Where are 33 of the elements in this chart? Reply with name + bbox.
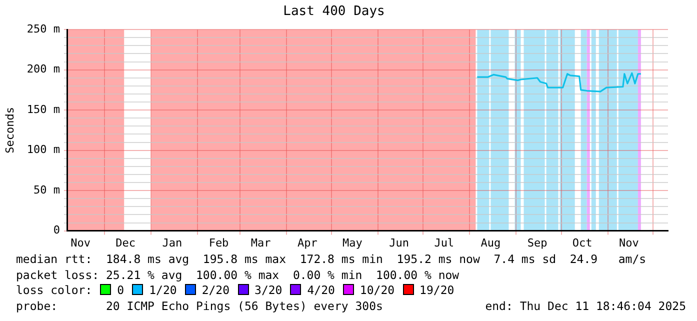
- x-tick-label: Mar: [250, 236, 272, 250]
- x-tick-label: Apr: [297, 236, 318, 250]
- x-tick-label: May: [342, 236, 363, 250]
- x-tick-label: Jun: [389, 236, 409, 250]
- x-tick-label: Feb: [208, 236, 229, 250]
- legend-label: 3/20: [254, 283, 282, 297]
- x-tick-label: Oct: [572, 236, 592, 250]
- y-tick-label: 150 m: [26, 102, 60, 116]
- legend-label: 4/20: [307, 283, 335, 297]
- y-axis-title: Seconds: [3, 107, 16, 154]
- legend-label: 19/20: [420, 283, 454, 297]
- legend-label: 2/20: [202, 283, 230, 297]
- y-tick-label: 0: [53, 224, 60, 237]
- y-tick-label: 100 m: [26, 143, 60, 156]
- legend-label: 0: [117, 283, 124, 297]
- x-tick-label: Nov: [70, 236, 91, 250]
- text: packet loss: 25.21 % avg 100.00 % max 0.00 % min 100.00 % now: [16, 268, 460, 283]
- x-tick-label: Jan: [162, 236, 182, 250]
- x-tick-label: Aug: [480, 236, 501, 250]
- y-tick-label: 200 m: [26, 62, 60, 76]
- legend-label: 10/20: [360, 283, 395, 297]
- text: median rtt: 184.8 ms avg 195.8 ms max 172.8 ms min 195.2 ms now 7.4 ms sd 24.9 am/s: [16, 252, 648, 268]
- text: probe: 20 ICMP Echo Pings (56 Bytes) every 300s: [16, 298, 383, 312]
- legend-title: loss color:: [16, 283, 92, 297]
- chart-title: Last 400 Days: [283, 4, 385, 20]
- x-tick-label: Nov: [618, 236, 640, 250]
- x-tick-label: Jul: [434, 236, 454, 250]
- x-tick-label: Sep: [527, 236, 548, 250]
- text: end: Thu Dec 11 18:46:04 2025: [485, 298, 686, 314]
- y-tick-label: 250 m: [26, 22, 60, 36]
- x-tick-label: Dec: [116, 236, 136, 250]
- legend-label: 1/20: [149, 283, 177, 297]
- y-tick-label: 50 m: [34, 183, 60, 196]
